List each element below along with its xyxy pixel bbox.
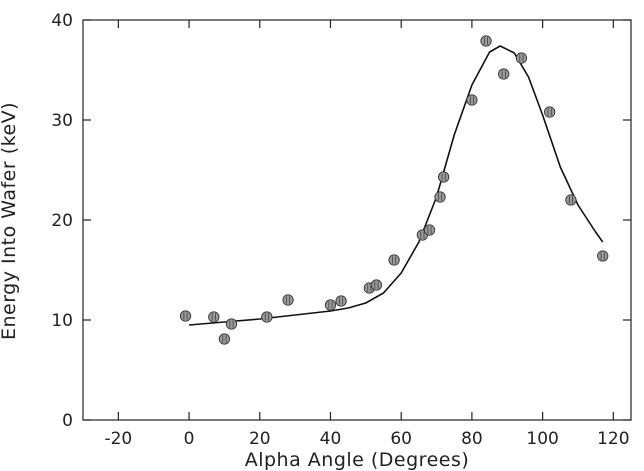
- data-points: [179, 35, 609, 345]
- x-tick-label: 40: [320, 429, 342, 449]
- data-point: [466, 94, 478, 106]
- data-point: [565, 194, 577, 206]
- x-ticks: -20 0 20 40 60 80 100 120: [104, 20, 630, 449]
- data-point: [423, 224, 436, 236]
- data-point: [218, 333, 231, 345]
- y-tick-label: 0: [62, 411, 73, 431]
- y-axis-label: Energy Into Wafer (keV): [0, 102, 20, 340]
- y-tick-label: 40: [51, 11, 73, 31]
- data-point: [515, 52, 528, 64]
- x-tick-label: 100: [526, 429, 558, 449]
- data-point: [480, 35, 492, 47]
- x-tick-label: 20: [249, 429, 271, 449]
- data-point: [282, 294, 294, 306]
- data-point: [597, 250, 609, 262]
- data-point: [225, 318, 238, 330]
- data-point: [261, 311, 273, 323]
- data-point: [544, 106, 556, 118]
- fit-curve: [189, 45, 604, 326]
- data-point: [208, 311, 220, 323]
- data-point: [437, 171, 450, 183]
- data-point: [498, 68, 510, 80]
- fit-curve-layer: [189, 45, 604, 326]
- data-point: [335, 295, 347, 307]
- x-tick-label: 80: [461, 429, 483, 449]
- y-ticks: 0 10 20 30 40: [51, 11, 631, 431]
- x-tick-label: 60: [390, 429, 412, 449]
- y-tick-label: 10: [51, 311, 73, 331]
- data-point: [324, 299, 337, 311]
- x-tick-label: 120: [597, 429, 629, 449]
- x-tick-label: 0: [184, 429, 195, 449]
- x-axis-label: Alpha Angle (Degrees): [245, 449, 470, 471]
- plot-frame: [82, 19, 632, 421]
- data-point: [370, 279, 383, 291]
- y-tick-label: 20: [51, 211, 73, 231]
- y-tick-label: 30: [51, 111, 73, 131]
- x-tick-label: -20: [104, 429, 132, 449]
- data-point: [179, 310, 192, 322]
- data-point: [388, 254, 400, 266]
- data-point: [434, 191, 446, 203]
